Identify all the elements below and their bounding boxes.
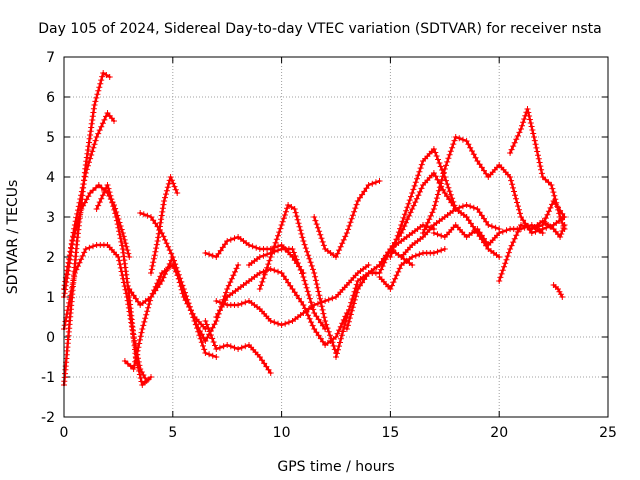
series-plus-markers xyxy=(376,170,503,268)
data-series xyxy=(61,70,568,388)
series-track-11 xyxy=(202,234,307,276)
series-plus-markers xyxy=(550,282,566,300)
x-tick-label: 25 xyxy=(599,425,617,441)
series-plus-markers xyxy=(256,202,339,356)
y-tick-label: 3 xyxy=(46,210,55,226)
series-track-27 xyxy=(528,218,568,240)
x-tick-label: 0 xyxy=(60,425,69,441)
x-tick-label: 5 xyxy=(168,425,177,441)
y-tick-label: 2 xyxy=(46,250,55,266)
series-plus-markers xyxy=(430,222,546,248)
y-tick-label: 0 xyxy=(46,330,55,346)
series-track-10 xyxy=(202,318,274,376)
series-track-13 xyxy=(213,262,372,328)
series-track-23 xyxy=(420,134,568,236)
series-line xyxy=(204,235,305,275)
series-track-19 xyxy=(376,246,448,292)
tick-labels: 0 5 10 15 20 25 -2 -1 0 1 2 3 4 5 6 7 xyxy=(41,50,617,441)
x-tick-label: 15 xyxy=(381,425,399,441)
series-track-14 xyxy=(246,246,329,332)
plot-frame xyxy=(63,56,609,418)
series-plus-markers xyxy=(246,246,329,332)
y-tick-label: 1 xyxy=(46,290,55,306)
series-track-5 xyxy=(93,182,154,388)
series-plus-markers xyxy=(507,106,568,232)
y-tick-label: -1 xyxy=(41,370,55,386)
series-line xyxy=(421,135,566,235)
x-tick-label: 10 xyxy=(273,425,291,441)
series-track-16 xyxy=(311,178,383,260)
y-axis-label: SDTVAR / TECUs xyxy=(5,180,21,295)
x-tick-label: 20 xyxy=(490,425,508,441)
series-plus-markers xyxy=(311,178,383,260)
series-plus-markers xyxy=(376,246,448,292)
y-tick-label: 4 xyxy=(46,170,55,186)
y-tick-label: -2 xyxy=(41,410,55,426)
series-track-26 xyxy=(507,106,568,232)
y-tick-label: 5 xyxy=(46,130,55,146)
series-track-22 xyxy=(398,206,503,260)
y-tick-label: 7 xyxy=(46,50,55,66)
y-tick-label: 6 xyxy=(46,90,55,106)
series-track-28 xyxy=(550,282,566,300)
series-plus-markers xyxy=(213,262,372,328)
series-plus-markers xyxy=(398,206,503,260)
series-track-12 xyxy=(213,266,350,348)
series-track-15 xyxy=(256,202,339,356)
series-plus-markers xyxy=(202,318,274,376)
series-plus-markers xyxy=(148,174,181,276)
series-plus-markers xyxy=(528,218,568,240)
x-axis-label: GPS time / hours xyxy=(277,459,394,475)
chart-title: Day 105 of 2024, Sidereal Day-to-day VTE… xyxy=(38,21,601,37)
series-track-9 xyxy=(148,174,181,276)
